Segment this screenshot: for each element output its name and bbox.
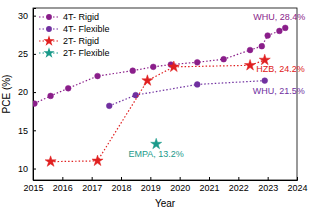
y-tick-mark: [33, 130, 36, 131]
x-tick-mark: [180, 177, 181, 180]
x-tick: 2021: [199, 177, 219, 193]
x-tick: 2020: [170, 177, 190, 193]
series-marker: [194, 82, 200, 88]
series-marker: [245, 60, 256, 71]
series-marker: [194, 59, 200, 65]
series-marker: [247, 47, 253, 53]
series-marker: [106, 103, 112, 109]
x-tick-label: 2024: [287, 183, 307, 193]
x-tick: 2018: [111, 177, 131, 193]
legend-label: 4T- Rigid: [63, 12, 99, 22]
series-marker: [262, 78, 268, 84]
series-marker: [48, 93, 54, 99]
legend-label: 2T- Flexible: [63, 48, 110, 58]
x-tick-label: 2016: [53, 183, 73, 193]
legend-marker: [43, 47, 54, 58]
series-marker: [45, 156, 56, 167]
series-marker: [282, 25, 288, 31]
legend-marker: [46, 26, 52, 32]
legend-label: 2T- Rigid: [63, 36, 99, 46]
y-tick: 30: [18, 11, 36, 21]
x-tick-mark: [209, 177, 210, 180]
series-line: [34, 28, 285, 104]
series-line: [51, 60, 265, 162]
x-tick-label: 2017: [82, 183, 102, 193]
series-marker: [277, 28, 283, 34]
series-marker: [92, 155, 103, 166]
legend-label: 4T- Flexible: [63, 24, 110, 34]
y-tick-mark: [33, 54, 36, 55]
series-marker: [221, 56, 227, 62]
series-marker: [130, 68, 136, 74]
x-tick-label: 2022: [229, 183, 249, 193]
x-tick-label: 2015: [23, 183, 43, 193]
y-tick-label: 30: [18, 11, 28, 21]
series-marker: [265, 33, 271, 39]
series-marker: [33, 101, 37, 107]
series-marker: [151, 138, 162, 149]
y-tick-mark: [33, 16, 36, 17]
y-tick: 20: [18, 87, 36, 97]
axis-line: [34, 177, 298, 181]
series-marker: [168, 61, 179, 72]
y-axis: 10 15 20 25 30: [18, 9, 36, 181]
x-tick-mark: [121, 177, 122, 180]
series-marker: [259, 43, 265, 49]
x-tick: 2017: [82, 177, 102, 193]
x-tick-mark: [92, 177, 93, 180]
x-tick: 2024: [287, 177, 307, 193]
x-tick: 2022: [229, 177, 249, 193]
annotation: EMPA, 13.2%: [129, 149, 184, 159]
x-tick-mark: [62, 177, 63, 180]
x-tick-mark: [150, 177, 151, 180]
x-tick-label: 2023: [258, 183, 278, 193]
y-axis-title: PCE (%): [1, 75, 12, 114]
x-tick-label: 2021: [199, 183, 219, 193]
y-tick-mark: [33, 169, 36, 170]
legend: 4T- Rigid 4T- Flexible 2T- Rigid 2T- Flexib…: [39, 12, 110, 58]
y-tick-mark: [33, 92, 36, 93]
x-tick-mark: [238, 177, 239, 180]
x-tick-label: 2018: [111, 183, 131, 193]
x-tick-label: 2019: [141, 183, 161, 193]
x-tick: 2016: [53, 177, 73, 193]
x-tick: 2019: [141, 177, 161, 193]
series-marker: [150, 64, 156, 70]
annotation: WHU, 21.5%: [253, 86, 305, 96]
plot-area: [33, 25, 288, 166]
x-axis: 2015 2016 2017 2018 2019 2020 2021 2022 2023 2024: [23, 177, 307, 193]
x-axis-title: Year: [155, 198, 176, 209]
x-tick-mark: [268, 177, 269, 180]
y-tick-label: 10: [18, 164, 28, 174]
y-tick-label: 25: [18, 49, 28, 59]
y-tick: 10: [18, 164, 36, 174]
legend-marker: [43, 35, 54, 46]
y-tick-label: 20: [18, 87, 28, 97]
annotation: WHU, 28.4%: [253, 12, 305, 22]
chart: 2015201620172018201920202021202220232024…: [0, 0, 311, 212]
annotation: HZB, 24.2%: [256, 64, 305, 74]
x-tick-mark: [297, 177, 298, 180]
legend-marker: [46, 14, 52, 20]
series-marker: [95, 73, 101, 79]
series-marker: [65, 85, 71, 91]
series-line: [109, 81, 264, 106]
y-tick: 25: [18, 49, 36, 59]
y-tick-label: 15: [18, 126, 28, 136]
x-tick-label: 2020: [170, 183, 190, 193]
y-tick: 15: [18, 126, 36, 136]
axis-line: [34, 9, 37, 181]
series-marker: [142, 75, 153, 86]
x-tick: 2023: [258, 177, 278, 193]
